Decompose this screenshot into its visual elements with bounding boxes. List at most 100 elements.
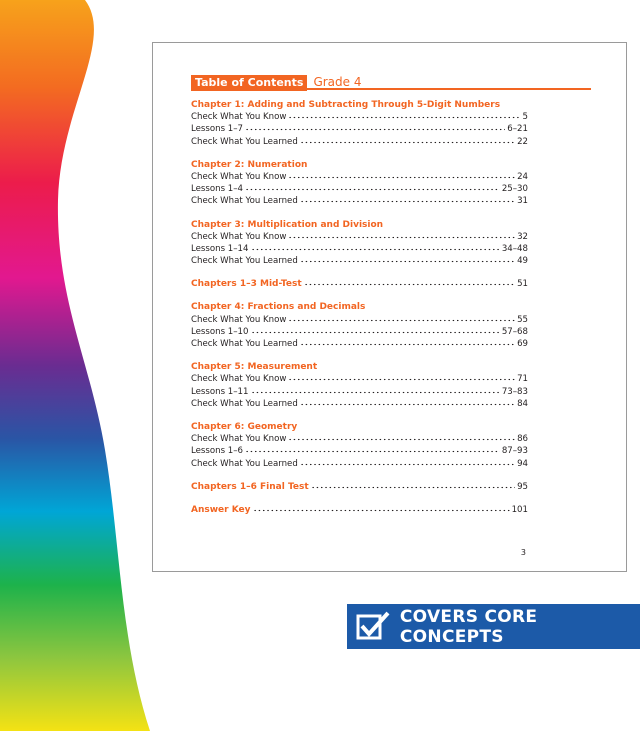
section-title: Chapter 1: Adding and Subtracting Throug…: [191, 100, 501, 110]
entry-page: 86: [517, 434, 528, 445]
entry-page: 24: [517, 171, 528, 182]
entry-label: Check What You Learned: [191, 458, 298, 469]
toc-title: Table of Contents: [191, 75, 308, 91]
leader: [245, 445, 500, 454]
section-title: Chapter 2: Numeration: [191, 159, 308, 170]
section-heading-row: Chapter 4: Fractions and Decimals: [191, 301, 528, 313]
toc-entry: Check What You Learned 84: [191, 397, 528, 410]
leader: [299, 135, 516, 144]
entry-label: Lessons 1–10: [191, 326, 249, 337]
leader: [299, 255, 516, 264]
toc-section: Chapter 1: Adding and Subtracting Throug…: [191, 99, 528, 148]
grade-label: Grade 4: [313, 75, 362, 89]
section-heading-row: Chapter 2: Numeration: [191, 159, 528, 171]
leader: [288, 230, 516, 239]
entry-page: 84: [517, 398, 528, 409]
entry-label: Check What You Know: [191, 434, 287, 445]
leader: [299, 457, 516, 466]
toc-section: Chapter 4: Fractions and Decimals Check W…: [191, 301, 528, 350]
toc-section: Chapters 1–6 Final Test 95: [191, 480, 528, 493]
page-number: 3: [520, 548, 526, 557]
section-title: Chapter 6: Geometry: [191, 421, 298, 432]
section-heading-row: Chapter 3: Multiplication and Division: [191, 219, 528, 231]
toc-entry: Lessons 1–10 57–68: [191, 325, 528, 338]
entry-page: 73–83: [501, 386, 528, 397]
entry-label: Lessons 1–14: [191, 243, 249, 254]
entry-label: Lessons 1–7: [191, 124, 244, 135]
toc-entry: Check What You Know 32: [191, 230, 528, 243]
leader: [250, 242, 500, 251]
entry-page: 34–48: [501, 243, 528, 254]
toc-entry: Check What You Learned 94: [191, 457, 528, 470]
entry-page: 87–93: [501, 446, 528, 457]
section-title: Chapters 1–6 Final Test: [191, 481, 309, 492]
entry-page: 94: [517, 458, 528, 469]
entry-label: Check What You Know: [191, 314, 287, 325]
entry-page: 55: [517, 314, 528, 325]
leader: [299, 195, 516, 204]
entry-page: 6–21: [507, 124, 528, 135]
badge: COVERS CORE CONCEPTS: [347, 604, 640, 649]
entry-label: Lessons 1–4: [191, 184, 244, 195]
check-icon: [356, 611, 390, 639]
entry-page: 25–30: [501, 184, 528, 195]
toc-entry: Lessons 1–14 34–48: [191, 242, 528, 255]
section-page: 95: [517, 481, 528, 492]
entry-page: 69: [517, 339, 528, 349]
leader: [303, 278, 516, 287]
rainbow-band: [0, 0, 150, 731]
entry-page: 49: [517, 256, 528, 267]
section-title: Chapter 3: Multiplication and Division: [191, 219, 384, 230]
entry-page: 71: [517, 374, 528, 385]
toc-entry: Check What You Learned 69: [191, 338, 528, 350]
entry-page: 57–68: [501, 326, 528, 337]
document-page: Table of Contents Grade 4 Chapter 1: Addi…: [152, 42, 627, 572]
leader: [250, 325, 500, 334]
toc-section: Answer Key 101: [191, 503, 528, 516]
toc-entry: Lessons 1–4 25–30: [191, 183, 528, 195]
section-title: Chapter 5: Measurement: [191, 362, 318, 373]
section-title: Answer Key: [191, 504, 251, 515]
leader: [288, 170, 516, 179]
section-heading-row: Chapter 5: Measurement: [191, 361, 528, 373]
section-heading-row: Answer Key 101: [191, 503, 528, 516]
toc-list: Chapter 1: Adding and Subtracting Throug…: [191, 99, 528, 527]
entry-page: 31: [517, 196, 528, 207]
toc-entry: Check What You Learned 22: [191, 135, 528, 148]
entry-label: Check What You Learned: [191, 398, 298, 409]
leader: [299, 338, 516, 346]
toc-entry: Lessons 1–6 87–93: [191, 445, 528, 457]
entry-label: Check What You Know: [191, 374, 287, 385]
toc-section: Chapter 2: Numeration Check What You Know…: [191, 159, 528, 208]
toc-section: Chapters 1–3 Mid-Test 51: [191, 278, 528, 290]
leader: [245, 123, 506, 132]
toc-entry: Check What You Learned 31: [191, 195, 528, 207]
entry-label: Check What You Know: [191, 231, 287, 242]
toc-entry: Check What You Know 71: [191, 373, 528, 385]
entry-label: Check What You Learned: [191, 136, 298, 147]
section-page: 51: [517, 279, 528, 290]
toc-entry: Lessons 1–7 6–21: [191, 123, 528, 135]
toc-section: Chapter 5: Measurement Check What You Kno…: [191, 361, 528, 410]
entry-label: Check What You Know: [191, 112, 287, 123]
toc-entry: Check What You Know 86: [191, 433, 528, 445]
toc-entry: Check What You Know 24: [191, 170, 528, 183]
section-heading-row: Chapter 6: Geometry: [191, 421, 528, 433]
entry-page: 32: [517, 231, 528, 242]
toc-header: Table of Contents Grade 4: [191, 71, 591, 91]
leader: [250, 385, 500, 394]
entry-page: 22: [517, 136, 528, 147]
toc-entry: Lessons 1–11 73–83: [191, 385, 528, 398]
section-title: Chapter 4: Fractions and Decimals: [191, 302, 366, 313]
entry-label: Check What You Learned: [191, 256, 298, 267]
leader: [299, 397, 516, 406]
entry-label: Check What You Know: [191, 171, 287, 182]
section-heading-row: Chapter 1: Adding and Subtracting Throug…: [191, 99, 528, 111]
leader: [288, 111, 521, 120]
toc-entry: Check What You Know 55: [191, 313, 528, 326]
toc-entry: Check What You Learned 49: [191, 255, 528, 267]
section-page: 101: [511, 504, 528, 515]
leader: [252, 503, 510, 512]
entry-label: Check What You Learned: [191, 196, 298, 207]
